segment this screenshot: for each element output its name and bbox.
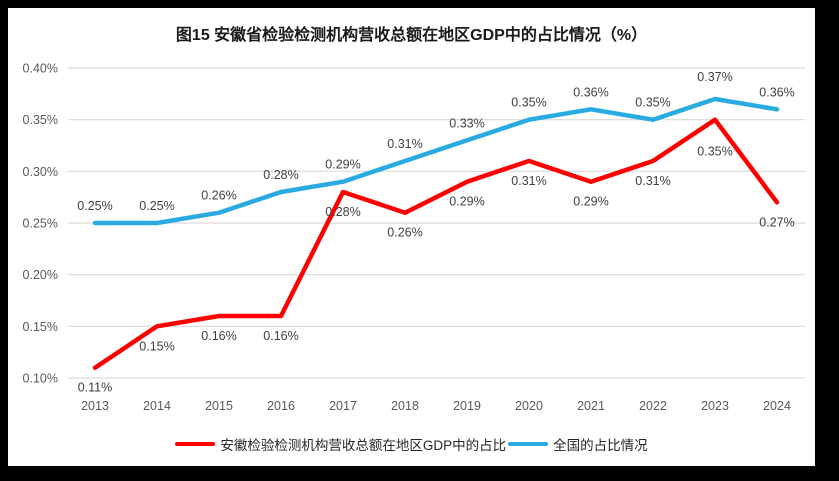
data-label: 0.16%	[263, 329, 298, 343]
data-label: 0.31%	[635, 174, 670, 188]
x-axis-tick-label: 2013	[81, 399, 109, 413]
x-axis-tick-label: 2015	[205, 399, 233, 413]
data-label: 0.28%	[325, 205, 360, 219]
data-label: 0.31%	[387, 137, 422, 151]
legend-label-national: 全国的占比情况	[553, 438, 648, 453]
data-label: 0.33%	[449, 116, 484, 130]
y-axis-tick-label: 0.15%	[23, 320, 58, 334]
data-label: 0.35%	[511, 96, 546, 110]
x-axis-tick-label: 2023	[701, 399, 729, 413]
y-axis-tick-label: 0.35%	[23, 113, 58, 127]
data-label: 0.16%	[201, 329, 236, 343]
legend-item-anhui: 安徽检验检测机构营收总额在地区GDP中的占比	[175, 434, 506, 454]
x-axis-tick-label: 2020	[515, 399, 543, 413]
data-label: 0.35%	[697, 145, 732, 159]
x-axis-tick-label: 2016	[267, 399, 295, 413]
data-label: 0.36%	[759, 85, 794, 99]
data-label: 0.36%	[573, 85, 608, 99]
x-axis-tick-label: 2018	[391, 399, 419, 413]
chart-title: 图15 安徽省检验检测机构营收总额在地区GDP中的占比情况（%）	[175, 27, 648, 44]
y-axis-tick-label: 0.30%	[23, 165, 58, 179]
y-axis-tick-label: 0.20%	[23, 268, 58, 282]
data-label: 0.29%	[573, 195, 608, 209]
legend-blue-line-swatch	[508, 441, 549, 447]
data-label: 0.26%	[201, 189, 236, 203]
chart-canvas: 图15 安徽省检验检测机构营收总额在地区GDP中的占比情况（%） 0.10% 0.…	[8, 8, 815, 466]
x-axis-tick-label: 2021	[577, 399, 605, 413]
data-label: 0.35%	[635, 96, 670, 110]
legend-label-anhui: 安徽检验检测机构营收总额在地区GDP中的占比	[220, 438, 507, 453]
x-axis-tick-label: 2017	[329, 399, 357, 413]
data-label: 0.25%	[139, 199, 174, 213]
series-line	[92, 96, 780, 226]
data-label: 0.29%	[325, 158, 360, 172]
data-label: 0.11%	[78, 381, 113, 395]
data-label: 0.25%	[77, 199, 112, 213]
y-axis-tick-label: 0.40%	[23, 62, 58, 76]
legend-red-line-swatch	[175, 441, 216, 447]
data-label: 0.26%	[387, 226, 422, 240]
series-line	[92, 117, 780, 370]
line-chart-plot-area: 0.10% 0.15% 0.20% 0.25% 0.30% 0.35% 0.40% 2013 2…	[23, 62, 805, 413]
legend-item-national: 全国的占比情况	[508, 434, 648, 454]
x-axis-tick-label: 2019	[453, 399, 481, 413]
data-label: 0.27%	[759, 215, 794, 229]
x-axis-tick-label: 2024	[763, 399, 791, 413]
y-axis-tick-label: 0.25%	[23, 217, 58, 231]
x-axis-tick-label: 2014	[143, 399, 171, 413]
x-axis-tick-label: 2022	[639, 399, 667, 413]
chart-legend: 安徽检验检测机构营收总额在地区GDP中的占比 全国的占比情况	[8, 434, 815, 454]
data-label: 0.28%	[263, 168, 298, 182]
data-label: 0.31%	[511, 174, 546, 188]
data-label: 0.15%	[139, 339, 174, 353]
data-label: 0.37%	[697, 70, 732, 84]
data-label: 0.29%	[449, 195, 484, 209]
y-axis-tick-label: 0.10%	[23, 372, 58, 386]
